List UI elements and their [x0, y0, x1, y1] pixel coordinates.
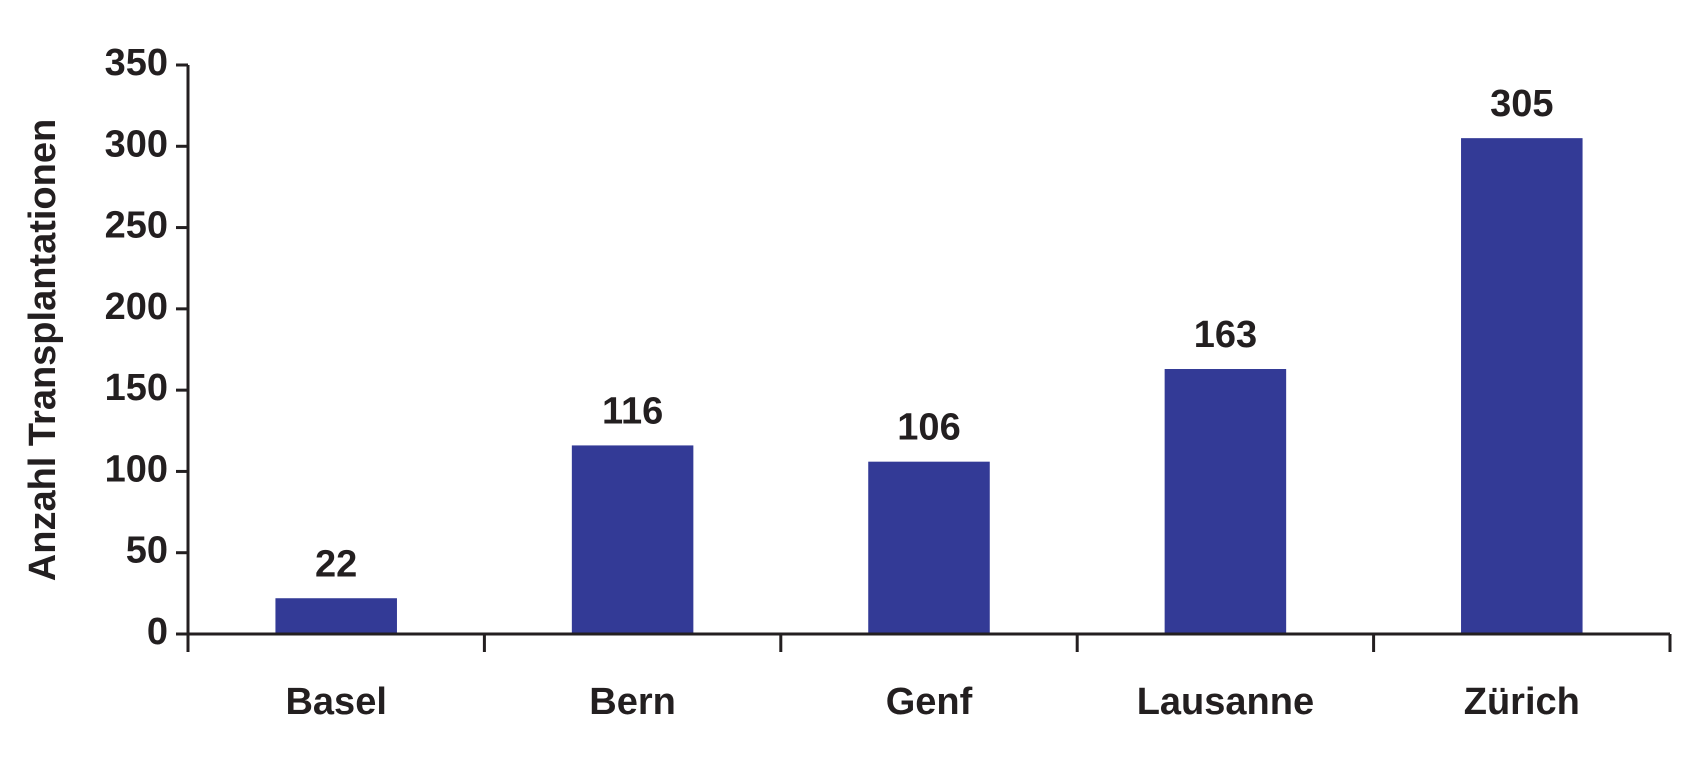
y-tick-label: 250 [105, 205, 168, 247]
value-label: 116 [602, 390, 663, 432]
bar [1461, 138, 1583, 634]
x-tick-label: Genf [886, 681, 973, 723]
bar [571, 445, 694, 634]
y-tick-label: 350 [105, 42, 168, 84]
bar [275, 598, 397, 634]
y-tick-label: 200 [105, 286, 168, 328]
value-label: 163 [1194, 314, 1257, 356]
x-tick-label: Zürich [1464, 681, 1580, 723]
x-tick-label: Lausanne [1137, 681, 1314, 723]
y-axis-label: Anzahl Transplantationen [22, 119, 64, 581]
y-tick-label: 0 [147, 611, 168, 653]
value-label: 305 [1490, 83, 1553, 125]
y-tick-label: 100 [105, 448, 168, 490]
x-tick-label: Bern [589, 681, 676, 723]
value-label: 106 [897, 407, 960, 449]
y-tick-label: 300 [105, 123, 168, 165]
y-tick-label: 150 [105, 367, 168, 409]
bar [1164, 369, 1287, 634]
x-tick-label: Basel [285, 681, 386, 723]
bar [868, 461, 990, 634]
value-label: 22 [315, 543, 357, 585]
y-tick-label: 50 [126, 530, 168, 572]
